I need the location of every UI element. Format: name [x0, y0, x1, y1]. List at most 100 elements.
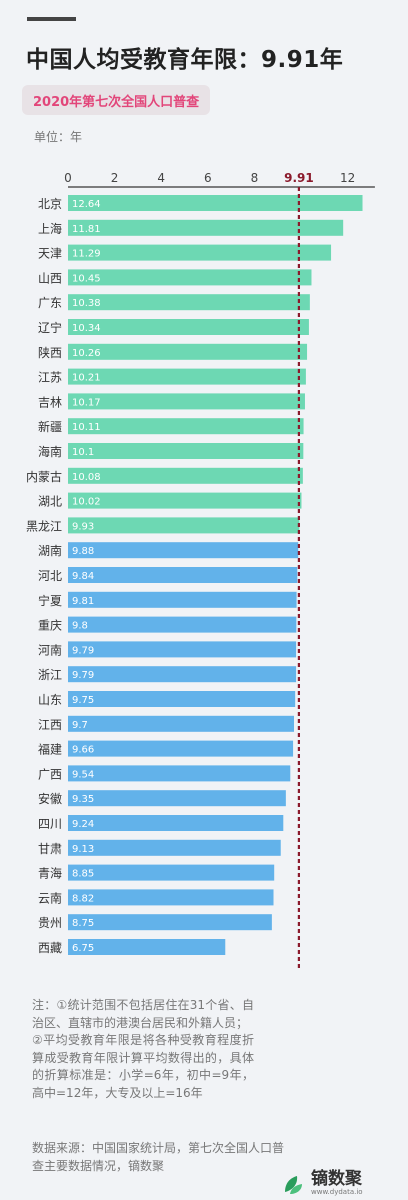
bar — [68, 393, 305, 410]
category-label: 吉林 — [38, 395, 62, 409]
x-tick-label: 6 — [204, 171, 212, 185]
bar — [68, 517, 300, 534]
category-label: 广东 — [38, 296, 62, 310]
page-title: 中国人均受教育年限：9.91年 — [26, 47, 344, 73]
bar — [68, 691, 296, 707]
bar — [68, 542, 299, 559]
bar — [68, 244, 332, 261]
category-label: 山西 — [38, 271, 62, 285]
brand-name: 镝数聚 — [311, 1169, 362, 1189]
bar-value-label: 9.84 — [72, 571, 94, 582]
bar — [68, 914, 272, 931]
category-label: 重庆 — [38, 619, 62, 633]
bar-value-label: 8.75 — [72, 918, 94, 929]
category-label: 青海 — [38, 866, 62, 881]
bar-value-label: 10.34 — [72, 323, 101, 334]
bar — [68, 195, 363, 211]
category-label: 湖北 — [38, 494, 62, 509]
category-label: 内蒙古 — [26, 469, 62, 484]
bar — [68, 790, 286, 807]
bar-value-label: 9.7 — [72, 720, 88, 731]
subtitle-text: 2020年第七次全国人口普查 — [33, 94, 200, 110]
title-accent-bar — [27, 17, 76, 21]
bar-value-label: 9.8 — [72, 621, 88, 632]
bar-value-label: 9.81 — [72, 596, 94, 607]
category-label: 福建 — [38, 742, 62, 757]
bar-value-label: 9.35 — [72, 794, 94, 805]
x-tick-label: 0 — [64, 171, 72, 185]
category-label: 山东 — [38, 693, 62, 707]
bar — [68, 715, 295, 732]
unit-label: 单位：年 — [34, 130, 83, 144]
bar-value-label: 9.75 — [72, 695, 94, 706]
bar — [68, 443, 304, 459]
data-source: 数据来源：中国国家统计局，第七次全国人口普查主要数据情况，镝数聚 — [32, 1141, 285, 1173]
x-tick-label: 12 — [340, 171, 355, 185]
leaf-logo-icon — [285, 1175, 302, 1194]
bar — [68, 219, 344, 236]
category-label: 西藏 — [38, 941, 62, 955]
category-label: 上海 — [38, 221, 62, 236]
footnotes: 注：①统计范围不包括居住在31个省、自治区、直辖市的港澳台居民和外籍人员； ②平… — [32, 997, 254, 1102]
bar-value-label: 10.26 — [72, 348, 101, 359]
bar — [68, 467, 303, 484]
bar-value-label: 9.93 — [72, 521, 94, 532]
footnote-2: ②平均受教育年限是将各种受教育程度折算成受教育年限计算平均数得出的，具体的折算标… — [32, 1033, 254, 1100]
category-label: 河北 — [38, 569, 62, 583]
bar — [68, 864, 275, 881]
bar — [68, 567, 298, 583]
bar — [68, 269, 312, 286]
bar — [68, 294, 310, 311]
bar — [68, 740, 294, 757]
bar-value-label: 10.11 — [72, 422, 101, 433]
brand-logo: 镝数聚 www.dydata.io — [281, 1170, 363, 1197]
category-label: 陕西 — [38, 345, 62, 360]
category-label: 宁夏 — [38, 593, 62, 608]
subtitle-badge: 2020年第七次全国人口普查 — [22, 85, 211, 115]
bar — [68, 889, 274, 906]
bar-value-label: 10.38 — [72, 298, 101, 309]
bar-value-label: 10.17 — [72, 397, 101, 408]
bar — [68, 765, 291, 782]
footnote-1: 注：①统计范围不包括居住在31个省、自治区、直辖市的港澳台居民和外籍人员； — [32, 998, 254, 1030]
x-tick-label: 2 — [111, 171, 119, 185]
category-label: 江苏 — [38, 371, 62, 385]
category-label: 安徽 — [38, 791, 62, 806]
category-label: 新疆 — [38, 419, 62, 434]
bar-value-label: 9.79 — [72, 645, 94, 656]
category-label: 甘肃 — [38, 842, 62, 856]
bar-value-label: 10.45 — [72, 273, 101, 284]
bar — [68, 839, 281, 856]
category-label: 江西 — [38, 718, 62, 732]
bar-value-label: 11.81 — [72, 224, 101, 235]
bar — [68, 343, 308, 360]
bar-value-label: 6.75 — [72, 943, 94, 954]
bar — [68, 319, 309, 335]
category-label: 河南 — [38, 642, 62, 657]
bar — [68, 418, 304, 435]
bar-value-label: 10.21 — [72, 373, 101, 384]
bar-value-label: 9.24 — [72, 819, 94, 830]
bar-value-label: 10.02 — [72, 497, 101, 508]
bar-value-label: 9.66 — [72, 745, 94, 756]
bar — [68, 616, 297, 633]
category-label: 四川 — [38, 817, 62, 831]
category-label: 黑龙江 — [26, 519, 62, 533]
category-label: 湖南 — [38, 543, 62, 558]
category-label: 北京 — [38, 197, 62, 211]
category-label: 海南 — [38, 444, 62, 459]
category-label: 浙江 — [38, 668, 62, 682]
bar-value-label: 8.82 — [72, 893, 94, 904]
category-label: 辽宁 — [38, 320, 62, 335]
x-tick-label: 8 — [251, 171, 259, 185]
x-tick-label: 4 — [157, 171, 165, 185]
category-label: 贵州 — [38, 916, 62, 930]
bar — [68, 368, 306, 385]
bar-value-label: 9.79 — [72, 670, 94, 681]
bar-value-label: 11.29 — [72, 249, 101, 260]
category-label: 广西 — [38, 767, 62, 781]
category-label: 云南 — [38, 890, 62, 905]
bar — [68, 939, 226, 955]
bar — [68, 591, 297, 608]
bar-chart: 0 2 4 6 8 12 北京 12.64 上海 11.81 天津 11.29 山西 10.45 广东 10.… — [26, 171, 375, 970]
